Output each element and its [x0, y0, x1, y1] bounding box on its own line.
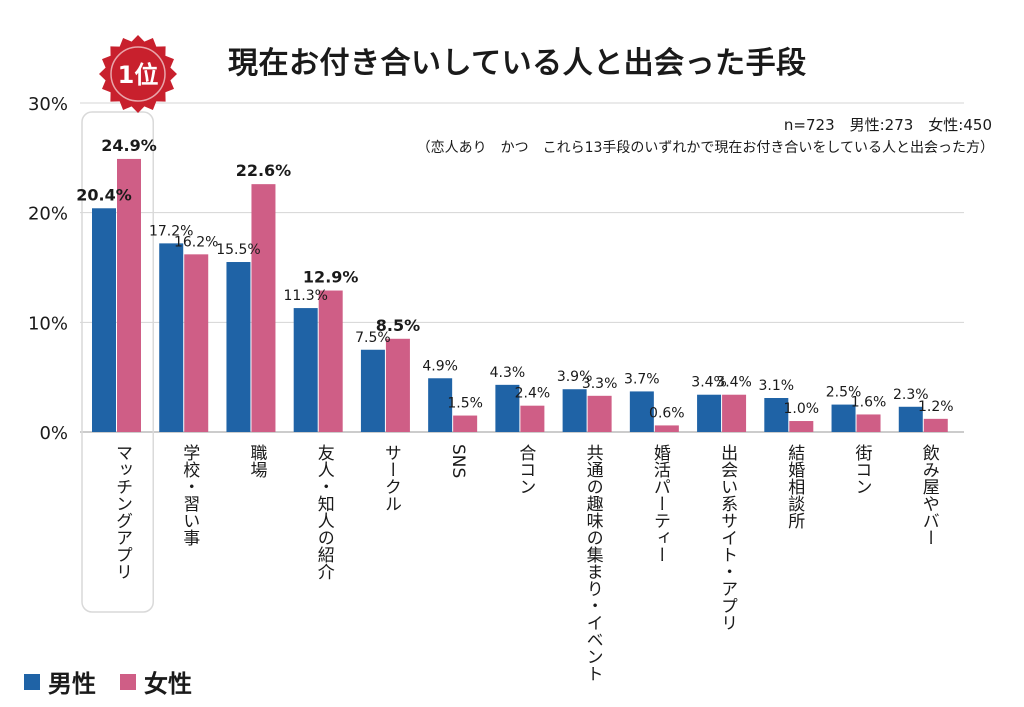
bars	[92, 158, 948, 432]
value-label-male: 11.3%	[283, 288, 327, 304]
bar-male	[226, 262, 251, 432]
bar-male	[293, 308, 318, 432]
bar-female	[318, 290, 343, 432]
x-category-label: マッチングアプリ	[112, 444, 132, 580]
x-category-label: 友人・知人の紹介	[314, 444, 335, 580]
bar-male	[562, 389, 587, 432]
y-axis-ticks: 0% 10% 20% 30%	[28, 94, 68, 444]
legend-swatch-female	[120, 673, 136, 690]
bar-male	[764, 398, 789, 432]
value-label-male: 4.3%	[490, 365, 526, 381]
x-category-label: 出会い系サイト・アプリ	[717, 444, 738, 631]
x-category-label: 学校・習い事	[179, 444, 200, 546]
x-category-label: 飲み屋やバー	[919, 444, 940, 546]
y-tick-label: 10%	[28, 313, 68, 334]
condition-note: （恋人あり かつ これら13手段のいずれかで現在お付き合いをしている人と出会った…	[416, 140, 994, 156]
x-category-label: 合コン	[515, 444, 536, 495]
bar-male	[428, 378, 453, 432]
bar-female	[251, 184, 276, 432]
bar-female	[722, 394, 747, 432]
x-category-label: 結婚相談所	[784, 444, 805, 529]
bar-male	[629, 391, 654, 432]
bar-male	[495, 384, 520, 432]
x-category-label: 職場	[246, 444, 267, 479]
value-label-female: 12.9%	[303, 268, 359, 287]
value-label-female: 1.5%	[447, 396, 483, 412]
bar-female	[117, 158, 141, 432]
chart-title: 現在お付き合いしている人と出会った手段	[228, 46, 807, 81]
rank-badge: 1位	[98, 34, 178, 114]
y-tick-label: 20%	[28, 204, 68, 225]
legend-item-male: 男性	[24, 664, 96, 699]
value-label-male: 2.3%	[893, 387, 929, 403]
value-label-female: 8.5%	[376, 316, 420, 335]
value-label-female: 1.2%	[918, 399, 954, 415]
y-tick-label: 30%	[28, 94, 68, 115]
value-label-female: 24.9%	[101, 136, 157, 155]
value-label-male: 20.4%	[76, 185, 132, 204]
value-label-male: 2.5%	[826, 385, 862, 401]
x-category-label: SNS	[448, 444, 468, 478]
bar-female	[923, 418, 948, 432]
value-labels: 20.4% 24.9% 17.2%16.2%15.5% 22.6% 11.3%12.9%…	[76, 136, 953, 421]
bar-male	[92, 208, 116, 432]
x-axis-labels: マッチングアプリ 学校・習い事 職場 友人・知人の紹介 サークル SNS 合コン 共通の趣味の…	[112, 444, 939, 682]
bar-male	[697, 394, 722, 432]
value-label-male: 7.5%	[355, 330, 391, 346]
x-category-label: 共通の趣味の集まり・イベント	[583, 444, 604, 682]
x-category-label: 婚活パーティー	[650, 444, 671, 563]
value-label-female: 3.3%	[582, 376, 618, 392]
bar-female	[453, 415, 478, 432]
sample-size-note: n=723 男性:273 女性:450	[783, 116, 992, 134]
bar-female	[789, 421, 814, 432]
bar-male	[360, 349, 385, 432]
value-label-male: 3.7%	[624, 371, 660, 387]
badge-label: 1位	[118, 61, 159, 89]
legend-swatch-male	[24, 673, 40, 690]
value-label-female: 2.4%	[515, 386, 551, 402]
value-label-male: 3.9%	[557, 369, 593, 385]
legend-label-male: 男性	[48, 670, 96, 698]
bar-male	[831, 404, 856, 432]
legend-label-female: 女性	[144, 670, 192, 698]
highlight-frame	[81, 111, 154, 613]
value-label-male: 3.1%	[759, 378, 795, 394]
y-tick-label: 0%	[39, 423, 68, 444]
x-category-label: 街コン	[852, 444, 873, 495]
bar-female	[385, 338, 410, 432]
value-label-male: 3.4%	[691, 375, 727, 391]
value-label-female: 1.0%	[784, 401, 820, 417]
bar-female	[856, 414, 881, 432]
x-category-label: サークル	[381, 444, 401, 512]
legend-item-female: 女性	[120, 664, 192, 699]
value-label-female: 22.6%	[236, 161, 292, 180]
legend: 男性 女性	[24, 664, 206, 699]
value-label-female: 16.2%	[174, 234, 218, 250]
bar-female	[184, 254, 209, 432]
highlight-box	[81, 111, 154, 613]
bar-female	[520, 405, 545, 432]
rank-badge-icon: 1位	[99, 35, 177, 113]
value-label-female: 0.6%	[649, 405, 685, 421]
value-label-female: 3.4%	[716, 375, 752, 391]
value-label-male: 15.5%	[216, 242, 260, 258]
value-label-female: 1.6%	[851, 394, 887, 410]
value-label-male: 4.9%	[422, 358, 458, 374]
bar-male	[159, 243, 184, 432]
bar-male	[898, 406, 923, 432]
value-label-male: 17.2%	[149, 223, 193, 239]
bar-female	[654, 425, 679, 432]
bar-female	[587, 395, 612, 432]
